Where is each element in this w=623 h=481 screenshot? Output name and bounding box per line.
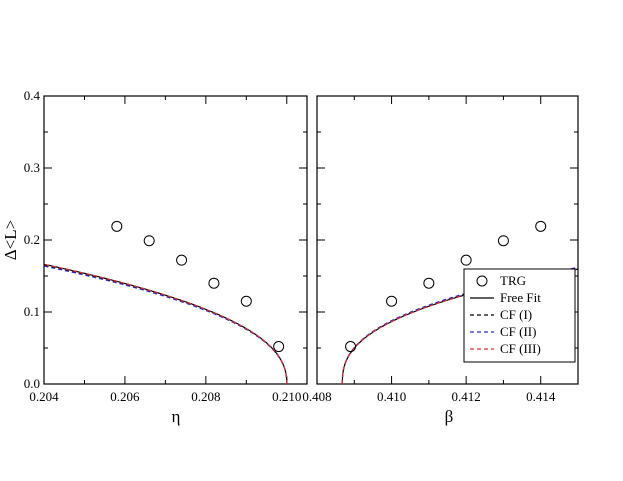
legend-marker-trg <box>476 275 488 287</box>
y-axis-label: Δ<L> <box>1 220 20 261</box>
right-panel: 0.408 0.410 0.412 0.414 TRG Free Fit CF (I) CF … <box>302 95 579 404</box>
series-line-cf-ii <box>44 265 288 384</box>
trg-data-point <box>460 254 472 266</box>
x-tick-label: 0.408 <box>302 389 331 404</box>
series-line-cf-i <box>44 264 288 384</box>
trg-data-point <box>345 341 357 353</box>
plot-frame <box>43 95 308 385</box>
y-tick-label: 0.3 <box>24 160 40 175</box>
series-line-free-fit <box>44 263 288 384</box>
trg-data-point <box>273 341 285 353</box>
trg-data-point <box>535 220 547 232</box>
right-x-axis-label: β <box>445 407 454 426</box>
legend-label-cf-i: CF (I) <box>500 307 532 322</box>
legend-label-cf-ii: CF (II) <box>500 324 536 339</box>
legend-label-cf-iii: CF (III) <box>500 341 541 356</box>
y-tick-label: 0.1 <box>24 304 40 319</box>
series-line-cf-iii <box>44 263 288 384</box>
trg-data-point <box>143 235 155 247</box>
x-tick-label: 0.208 <box>191 389 220 404</box>
legend-label-free-fit: Free Fit <box>500 290 541 305</box>
trg-data-point <box>208 277 220 289</box>
y-tick-label: 0.0 <box>24 376 40 391</box>
trg-data-point <box>111 220 123 232</box>
x-tick-label: 0.412 <box>452 389 481 404</box>
x-tick-label: 0.410 <box>377 389 406 404</box>
y-tick-label: 0.4 <box>24 88 41 103</box>
x-tick-label: 0.414 <box>526 389 556 404</box>
legend-label-trg: TRG <box>500 273 526 288</box>
legend-box <box>463 268 576 363</box>
x-tick-label: 0.206 <box>110 389 140 404</box>
left-x-axis-label: η <box>172 407 181 426</box>
trg-data-point <box>423 277 435 289</box>
x-tick-label: 0.204 <box>29 389 59 404</box>
y-tick-label: 0.2 <box>24 232 40 247</box>
x-tick-label: 0.210 <box>272 389 301 404</box>
trg-data-point <box>176 254 188 266</box>
trg-data-point <box>386 295 398 307</box>
trg-data-point <box>497 235 509 247</box>
left-panel: 0.204 0.206 0.208 0.210 0.0 0.1 0.2 0.3 0.4 <box>24 88 308 404</box>
trg-data-point <box>240 295 252 307</box>
